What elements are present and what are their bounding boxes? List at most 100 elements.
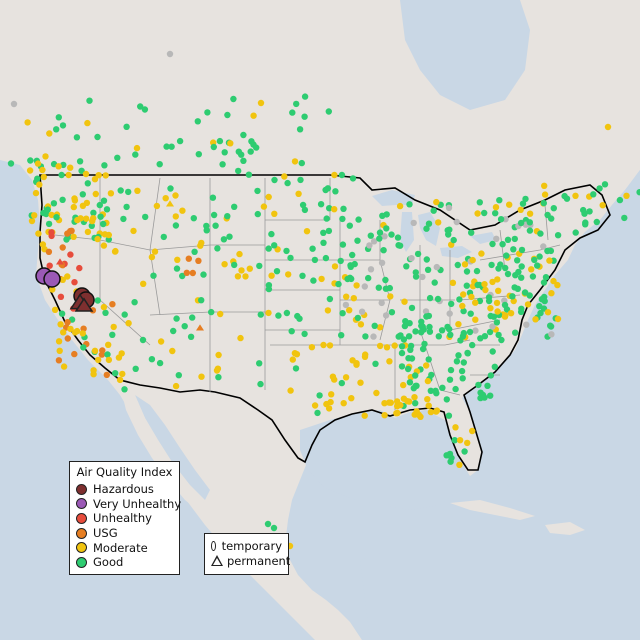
station-marker[interactable]: [460, 307, 467, 315]
station-marker[interactable]: [580, 206, 587, 214]
station-marker[interactable]: [125, 188, 132, 196]
station-marker[interactable]: [484, 382, 491, 389]
station-marker[interactable]: [376, 235, 383, 242]
station-marker[interactable]: [593, 218, 600, 226]
station-marker[interactable]: [412, 328, 419, 335]
station-marker[interactable]: [458, 367, 466, 375]
station-marker[interactable]: [265, 193, 272, 201]
station-marker[interactable]: [195, 151, 202, 158]
station-marker[interactable]: [504, 236, 512, 243]
station-marker[interactable]: [554, 315, 562, 323]
station-marker[interactable]: [102, 309, 109, 316]
station-marker[interactable]: [526, 292, 533, 299]
station-marker[interactable]: [404, 365, 412, 373]
station-marker[interactable]: [421, 340, 428, 348]
station-marker[interactable]: [457, 337, 464, 344]
station-marker[interactable]: [455, 352, 462, 359]
station-marker[interactable]: [86, 97, 93, 104]
station-marker[interactable]: [443, 396, 450, 403]
station-marker[interactable]: [55, 338, 63, 345]
station-marker[interactable]: [428, 371, 435, 379]
station-marker[interactable]: [408, 255, 415, 262]
station-marker[interactable]: [411, 394, 418, 401]
station-marker[interactable]: [234, 273, 242, 280]
station-marker[interactable]: [179, 272, 186, 280]
station-marker[interactable]: [287, 254, 294, 262]
station-marker[interactable]: [373, 389, 380, 397]
station-marker[interactable]: [349, 175, 357, 182]
station-marker[interactable]: [518, 246, 526, 254]
station-marker[interactable]: [247, 148, 254, 155]
station-marker[interactable]: [466, 328, 474, 336]
station-marker[interactable]: [117, 187, 124, 194]
station-marker[interactable]: [310, 277, 317, 284]
station-marker[interactable]: [561, 192, 568, 200]
station-marker[interactable]: [388, 231, 395, 238]
station-marker[interactable]: [445, 204, 453, 211]
station-marker[interactable]: [121, 311, 128, 318]
station-marker[interactable]: [256, 262, 263, 270]
station-marker[interactable]: [7, 160, 15, 167]
station-marker[interactable]: [34, 160, 42, 167]
station-marker[interactable]: [227, 140, 234, 147]
station-marker[interactable]: [71, 279, 78, 286]
station-marker[interactable]: [84, 228, 92, 236]
station-marker[interactable]: [74, 216, 81, 224]
station-marker[interactable]: [293, 351, 301, 358]
station-marker[interactable]: [338, 379, 345, 387]
station-marker[interactable]: [57, 321, 64, 328]
station-marker[interactable]: [541, 191, 549, 198]
station-marker[interactable]: [357, 379, 364, 386]
station-marker[interactable]: [268, 230, 275, 238]
station-marker[interactable]: [219, 161, 226, 168]
station-marker[interactable]: [378, 259, 386, 266]
station-marker[interactable]: [596, 185, 603, 192]
station-marker[interactable]: [220, 236, 228, 243]
station-marker[interactable]: [398, 343, 406, 350]
station-marker[interactable]: [501, 313, 509, 320]
station-marker[interactable]: [396, 202, 404, 210]
station-marker[interactable]: [423, 362, 430, 369]
station-marker[interactable]: [308, 344, 316, 351]
station-marker[interactable]: [298, 159, 305, 167]
station-marker[interactable]: [424, 396, 431, 403]
station-marker[interactable]: [216, 137, 224, 145]
station-marker[interactable]: [94, 297, 102, 304]
station-marker[interactable]: [141, 106, 149, 113]
permanent-station-marker[interactable]: [74, 297, 94, 312]
station-marker[interactable]: [170, 327, 177, 335]
station-marker[interactable]: [111, 248, 119, 255]
station-marker[interactable]: [114, 154, 121, 161]
station-marker[interactable]: [284, 179, 291, 187]
station-marker[interactable]: [325, 108, 332, 115]
station-marker[interactable]: [487, 305, 494, 312]
station-marker[interactable]: [309, 245, 316, 252]
station-marker[interactable]: [132, 365, 139, 372]
station-marker[interactable]: [53, 126, 60, 133]
station-marker[interactable]: [492, 204, 500, 211]
station-marker[interactable]: [88, 222, 96, 229]
station-marker[interactable]: [121, 386, 128, 393]
station-marker[interactable]: [97, 213, 104, 220]
station-marker[interactable]: [265, 282, 273, 289]
station-marker[interactable]: [112, 370, 119, 377]
station-marker[interactable]: [358, 308, 366, 315]
station-marker[interactable]: [472, 299, 479, 306]
station-marker[interactable]: [265, 245, 272, 252]
station-marker[interactable]: [212, 222, 219, 229]
station-marker[interactable]: [489, 348, 496, 355]
station-marker[interactable]: [340, 205, 347, 212]
station-marker[interactable]: [433, 198, 440, 206]
station-marker[interactable]: [197, 242, 204, 249]
station-marker[interactable]: [372, 360, 379, 367]
station-marker[interactable]: [572, 229, 579, 236]
station-marker[interactable]: [134, 187, 141, 194]
station-marker[interactable]: [475, 381, 482, 389]
station-marker[interactable]: [49, 286, 56, 293]
station-marker[interactable]: [257, 380, 264, 388]
station-marker[interactable]: [195, 257, 202, 264]
station-marker[interactable]: [271, 176, 278, 184]
station-marker[interactable]: [346, 222, 353, 229]
station-marker[interactable]: [375, 284, 382, 291]
station-marker[interactable]: [217, 310, 224, 318]
